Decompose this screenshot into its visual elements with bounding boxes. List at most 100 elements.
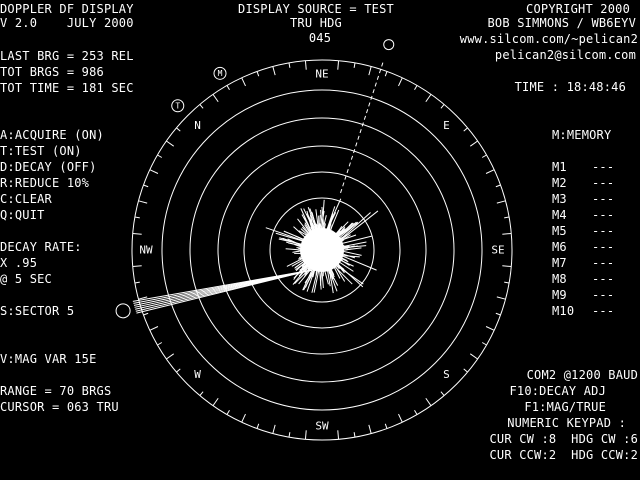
compass-tick (398, 413, 403, 423)
compass-tick (481, 342, 487, 346)
compass-tick (256, 423, 260, 429)
cmd-decay-adjust[interactable]: F10:DECAY ADJ (509, 384, 606, 398)
cmd-mag-var[interactable]: V:MAG VAR 15E (0, 352, 97, 366)
memory-slot-label: M9 (552, 288, 567, 302)
compass-tick (495, 312, 501, 316)
compass-tick (353, 62, 356, 68)
compass-tick (485, 326, 495, 331)
compass-label-bg (435, 367, 458, 382)
serial-port: COM2 @1200 BAUD (526, 368, 638, 382)
compass-tick (157, 342, 163, 346)
compass-tick (132, 265, 142, 268)
cmd-acquire[interactable]: A:ACQUIRE (ON) (0, 128, 104, 142)
memory-slot-value: --- (592, 304, 615, 318)
decay-factor: X .95 (0, 256, 38, 270)
compass-tick (288, 432, 291, 438)
memory-slot-label: M3 (552, 192, 567, 206)
compass-tick (504, 281, 510, 284)
cmd-reduce[interactable]: R:REDUCE 10% (0, 176, 90, 190)
compass-tick (485, 169, 495, 174)
keypad-row-ccw: CUR CCW:2 HDG CCW:2 (489, 448, 638, 462)
compass-tick (495, 184, 501, 188)
memory-slot-value: --- (592, 256, 615, 270)
compass-tick (496, 200, 506, 204)
compass-labels: NE E SE S SW W NW N (135, 67, 509, 433)
compass-tick (502, 232, 512, 235)
website-url: www.silcom.com/~pelican2 (459, 32, 638, 46)
memory-slot-value: --- (592, 288, 615, 302)
memory-slot-label: M1 (552, 160, 567, 174)
cmd-mag-true[interactable]: F1:MAG/TRUE (524, 400, 606, 414)
compass-label: SE (491, 244, 504, 257)
compass-tick (272, 424, 276, 434)
compass-label: W (194, 368, 201, 381)
cmd-sector[interactable]: S:SECTOR 5 (0, 304, 75, 318)
memory-slot-value: --- (592, 224, 615, 238)
bearing-burst (265, 198, 379, 294)
compass-tick (132, 232, 142, 235)
compass-tick (440, 104, 445, 109)
compass-tick (502, 265, 512, 268)
compass-tick (149, 326, 159, 331)
compass-tick (481, 154, 487, 158)
last-bearing-lines (132, 269, 313, 314)
compass-tick (143, 184, 149, 188)
compass-tick (256, 71, 260, 77)
cmd-clear[interactable]: C:CLEAR (0, 192, 52, 206)
bearing-core (300, 228, 344, 272)
memory-slot-value: --- (592, 208, 615, 222)
cmd-test[interactable]: T:TEST (ON) (0, 144, 82, 158)
decay-interval: @ 5 SEC (0, 272, 52, 286)
heading-value: 045 (308, 31, 332, 45)
compass-tick (384, 71, 388, 77)
range-ring (161, 89, 483, 411)
compass-tick (440, 391, 445, 396)
last-bearing-line (132, 269, 313, 302)
compass-tick (149, 169, 159, 174)
compass-label: S (443, 368, 450, 381)
compass-tick (226, 85, 230, 91)
compass-tick (272, 66, 276, 76)
keypad-row-cw: CUR CW :8 HDG CW :6 (489, 432, 638, 446)
memory-slot-label: M2 (552, 176, 567, 190)
compass-tick (398, 77, 403, 87)
version-line: V 2.0 JULY 2000 (0, 16, 134, 30)
compass-tick (166, 353, 175, 360)
compass-label-bg (311, 67, 333, 81)
cursor-readout: CURSOR = 063 TRU (0, 400, 119, 414)
cmd-decay[interactable]: D:DECAY (OFF) (0, 160, 97, 174)
range-ring (131, 59, 513, 441)
clock: TIME : 18:48:46 (514, 80, 626, 94)
memory-slot-value: --- (592, 240, 615, 254)
magnetic-north-marker-icon: M (213, 66, 227, 80)
memory-title[interactable]: M:MEMORY (552, 128, 612, 142)
cmd-quit[interactable]: Q:QUIT (0, 208, 45, 222)
memory-slot-value: --- (592, 176, 615, 190)
compass-tick (288, 62, 291, 68)
compass-tick (134, 216, 140, 219)
compass-tick (199, 391, 204, 396)
decay-rate-label: DECAY RATE: (0, 240, 82, 254)
compass-tick (176, 368, 181, 373)
compass-tick (425, 94, 432, 103)
compass-tick (138, 296, 148, 300)
compass-tick (138, 200, 148, 204)
memory-slot-value: --- (592, 192, 615, 206)
compass-ticks (132, 60, 512, 440)
compass-tick (304, 430, 307, 440)
true-north-marker-icon: T (171, 99, 185, 113)
author: BOB SIMMONS / WB6EYV (487, 16, 636, 30)
memory-slot-label: M4 (552, 208, 567, 222)
range-ring (189, 117, 455, 383)
keypad-title: NUMERIC KEYPAD : (507, 416, 626, 430)
compass-tick (425, 397, 432, 406)
compass-tick (134, 281, 140, 284)
last-bearing: LAST BRG = 253 REL (0, 49, 134, 63)
compass-label: NW (139, 244, 153, 257)
compass-tick (368, 66, 372, 76)
compass-label-bg (311, 419, 333, 433)
memory-slot-value: --- (592, 160, 615, 174)
compass-tick (304, 60, 307, 70)
compass-label: NE (315, 68, 328, 81)
